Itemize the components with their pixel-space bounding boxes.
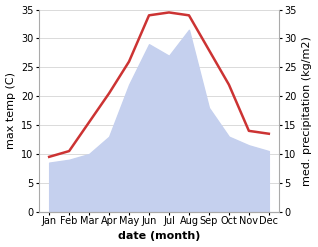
- Y-axis label: med. precipitation (kg/m2): med. precipitation (kg/m2): [302, 36, 313, 185]
- X-axis label: date (month): date (month): [118, 231, 200, 242]
- Y-axis label: max temp (C): max temp (C): [5, 72, 16, 149]
